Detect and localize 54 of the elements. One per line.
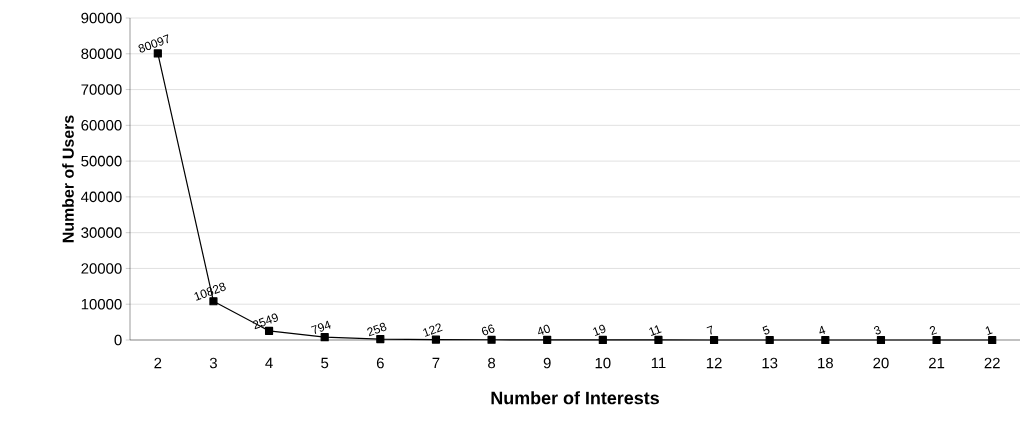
data-label: 794 (310, 320, 331, 334)
data-label: 5 (762, 325, 770, 335)
y-tick-label: 20000 (81, 263, 122, 274)
x-tick-label: 18 (818, 357, 833, 369)
point (932, 335, 941, 345)
x-tick-label: 21 (929, 357, 945, 369)
x-tick-label: 6 (376, 357, 384, 369)
y-tick-label: 0 (114, 334, 122, 346)
data-label: 122 (423, 323, 443, 337)
data-label: 1 (985, 326, 993, 336)
y-tick-label: 80000 (81, 48, 122, 60)
y-tick-label: 10000 (81, 298, 122, 310)
y-tick-label: 70000 (81, 84, 122, 95)
point (487, 335, 496, 344)
data-label: 66 (481, 324, 495, 336)
data-label: 4 (819, 325, 826, 334)
y-tick-label: 60000 (81, 120, 122, 131)
y-tick-label: 50000 (81, 155, 122, 167)
point (543, 335, 552, 344)
point (709, 335, 719, 345)
x-tick-label: 11 (651, 357, 666, 369)
x-tick-label: 2 (154, 357, 162, 369)
data-label: 11 (649, 325, 662, 336)
data-label: 2 (929, 326, 938, 336)
point (876, 335, 886, 345)
point (765, 335, 774, 345)
data-label: 40 (538, 324, 550, 335)
point (654, 335, 663, 345)
x-tick-label: 3 (209, 357, 217, 369)
data-label: 7 (706, 325, 713, 335)
x-tick-label: 13 (762, 357, 778, 369)
x-tick-label: 10 (595, 357, 611, 369)
x-tick-label: 4 (265, 357, 273, 369)
data-label: 19 (593, 324, 606, 336)
x-tick-label: 8 (488, 357, 496, 369)
x-tick-label: 7 (432, 357, 440, 369)
x-tick-label: 9 (543, 357, 551, 369)
y-tick-label: 30000 (81, 227, 122, 238)
y-axis-title: Number of Users (62, 115, 74, 243)
y-tick-label: 90000 (81, 12, 122, 24)
data-label: 258 (367, 322, 387, 337)
data-label: 80097 (138, 34, 169, 53)
x-axis-title: Number of Interests (491, 391, 659, 405)
point (821, 335, 830, 345)
x-tick-label: 12 (706, 357, 722, 369)
data-label: 10828 (194, 282, 226, 301)
data-label: 2549 (252, 313, 278, 330)
x-tick-label: 5 (321, 357, 329, 369)
data-label: 3 (874, 326, 881, 335)
point (988, 335, 997, 345)
y-tick-label: 40000 (81, 191, 122, 203)
x-tick-label: 22 (984, 357, 1000, 369)
x-tick-label: 20 (873, 357, 889, 369)
point (598, 335, 607, 345)
